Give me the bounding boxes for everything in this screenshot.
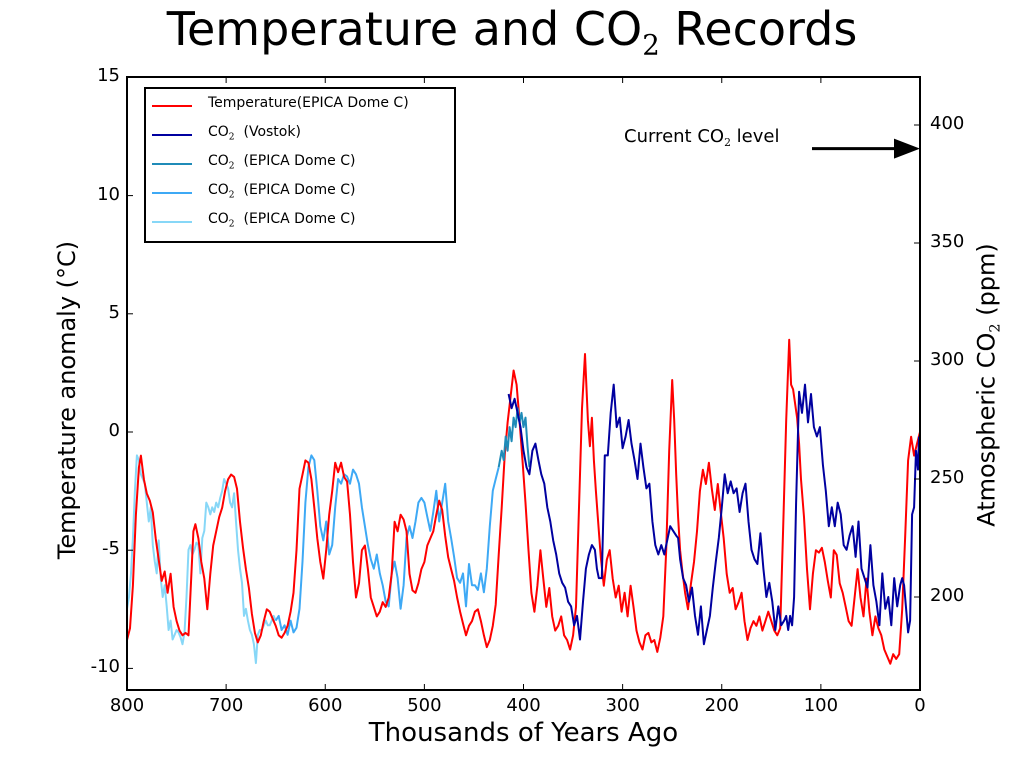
y-right-tick-label: 350: [930, 231, 965, 252]
chart-title-text: Temperature and CO: [166, 2, 643, 56]
legend-label-prefix: CO: [208, 124, 229, 140]
x-tick-label: 100: [803, 695, 839, 716]
legend-label-prefix: Temperature: [208, 95, 297, 111]
legend-swatch: [152, 221, 192, 223]
x-tick-label: 500: [407, 695, 442, 716]
x-tick-label: 600: [308, 695, 343, 716]
y-axis-label-right-prefix: Atmospheric CO: [972, 332, 1001, 527]
chart-title-subscript: 2: [642, 28, 660, 62]
y-left-tick-label: 15: [97, 65, 120, 87]
legend-label-subscript: 2: [228, 219, 235, 230]
legend-label-subscript: 2: [228, 190, 235, 201]
legend-label-suffix: (EPICA Dome C): [234, 211, 356, 227]
annotation-label-subscript: 2: [724, 135, 731, 149]
y-axis-label-right: Atmospheric CO2 (ppm): [972, 243, 1003, 527]
series-layer: [126, 338, 921, 665]
annotation-arrow-head: [894, 138, 920, 159]
legend-swatch: [152, 192, 192, 194]
x-tick-label: 300: [605, 695, 640, 716]
legend-label-prefix: CO: [208, 182, 229, 198]
legend-label: CO2 (EPICA Dome C): [208, 182, 355, 201]
x-tick-label: 700: [208, 695, 244, 716]
x-tick-label: 200: [704, 695, 739, 716]
annotation-arrow: [812, 138, 920, 159]
legend-label-prefix: CO: [208, 211, 229, 227]
y-left-tick-label: 10: [97, 183, 120, 205]
legend-label-suffix: (Vostok): [234, 124, 301, 140]
legend-label: CO2 (Vostok): [208, 124, 301, 143]
legend-label: CO2 (EPICA Dome C): [208, 153, 355, 172]
y-axis-label-right-suffix: (ppm): [972, 243, 1001, 324]
series-line-co2-vostok-: [507, 383, 920, 646]
series-line-co2-epica-dome-c-1: [497, 407, 531, 468]
chart-title-suffix: Records: [659, 2, 858, 56]
annotation-label-suffix: level: [730, 126, 780, 147]
x-tick-label: 800: [109, 695, 145, 716]
series-line-temperature-epica-dome-c-: [126, 338, 921, 665]
legend-label-suffix: (EPICA Dome C): [234, 182, 356, 198]
y-left-tick-label: -10: [90, 656, 120, 678]
legend-swatch: [152, 105, 192, 107]
legend-label-subscript: 2: [228, 132, 235, 143]
legend-label: CO2 (EPICA Dome C): [208, 211, 355, 230]
y-right-tick-label: 300: [930, 349, 965, 370]
y-right-tick-label: 250: [930, 467, 965, 488]
legend-label-subscript: 2: [228, 161, 235, 172]
y-axis-label-left: Temperature anomaly (°C): [53, 240, 81, 560]
legend-label-suffix: (EPICA Dome C): [296, 95, 409, 111]
legend-swatch: [152, 163, 192, 165]
legend-label-prefix: CO: [208, 153, 229, 169]
legend-swatch: [152, 134, 192, 136]
legend-label-suffix: (EPICA Dome C): [234, 153, 356, 169]
series-line-co2-epica-dome-c-2: [274, 454, 500, 636]
annotation-label: Current CO2 level: [624, 126, 779, 149]
y-left-tick-label: -5: [102, 538, 120, 560]
legend-label: Temperature(EPICA Dome C): [208, 95, 409, 111]
y-right-tick-label: 400: [930, 113, 965, 134]
ticks-layer: [126, 76, 921, 690]
annotation-label-prefix: Current CO: [624, 126, 725, 147]
y-axis-label-right-subscript: 2: [987, 323, 1004, 333]
x-tick-label: 0: [914, 695, 926, 716]
chart-title: Temperature and CO2 Records: [0, 2, 1024, 62]
x-tick-label: 400: [506, 695, 541, 716]
x-axis-label: Thousands of Years Ago: [368, 718, 679, 748]
y-right-tick-label: 200: [930, 585, 965, 606]
legend: Temperature(EPICA Dome C) CO2 (Vostok) C…: [144, 87, 456, 243]
y-left-tick-label: 5: [108, 301, 120, 323]
y-left-tick-label: 0: [108, 420, 120, 441]
